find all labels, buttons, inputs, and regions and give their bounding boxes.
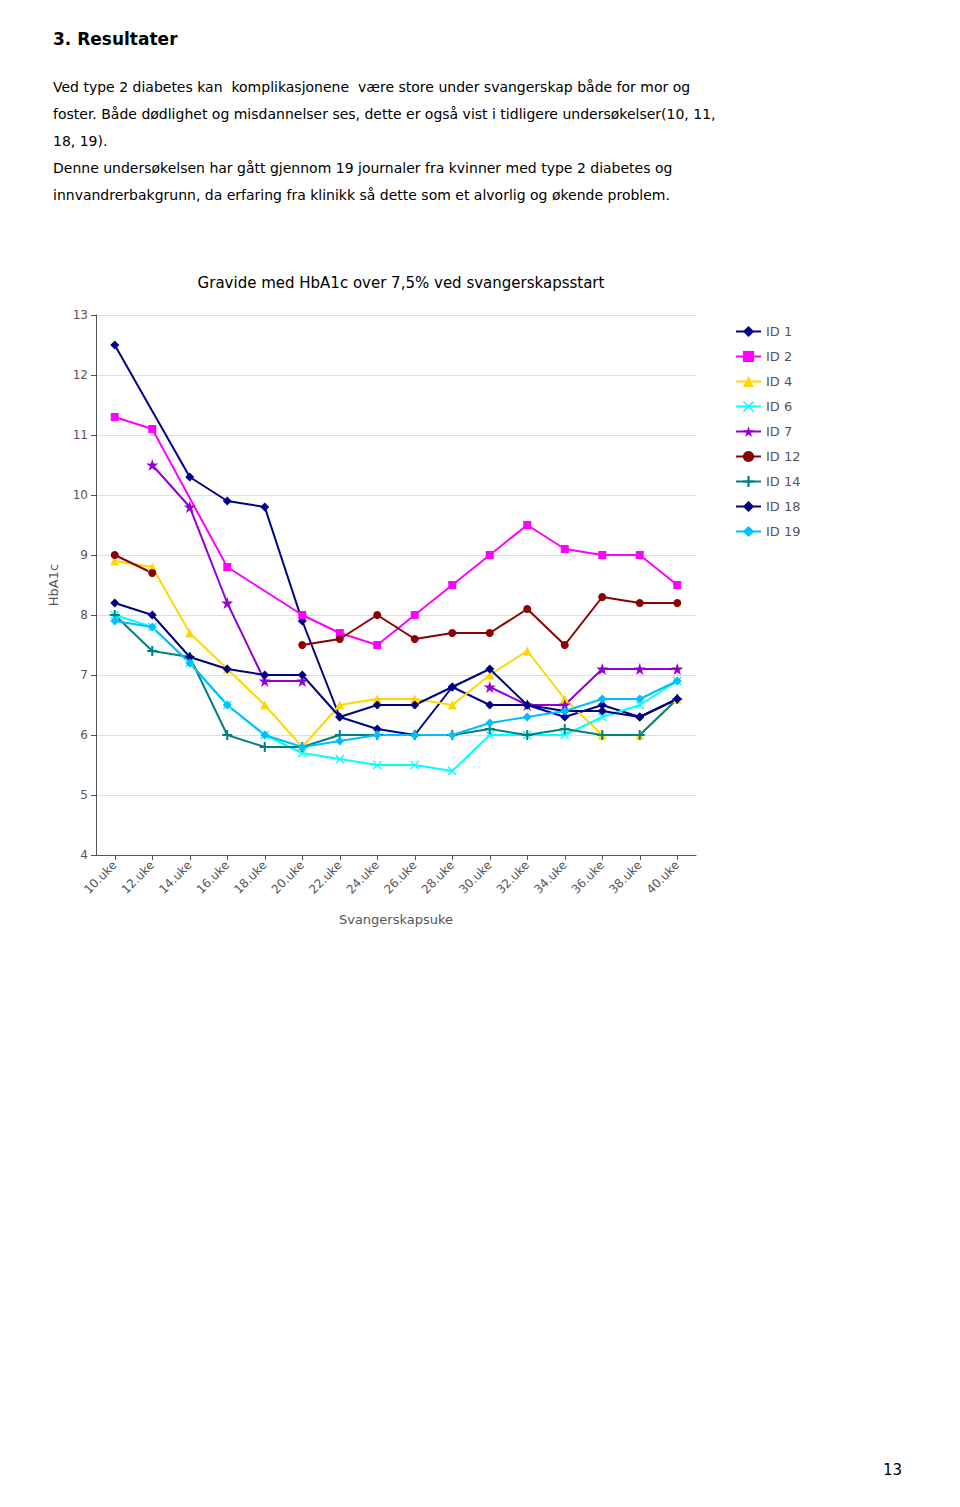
svg-text:ID 19: ID 19	[766, 524, 801, 539]
svg-text:Svangerskapsuke: Svangerskapsuke	[339, 912, 453, 927]
svg-text:8: 8	[80, 608, 88, 622]
svg-text:13: 13	[883, 1461, 902, 1479]
svg-text:ID 12: ID 12	[766, 449, 801, 464]
svg-text:3. Resultater: 3. Resultater	[53, 29, 178, 49]
svg-text:10.uke: 10.uke	[81, 858, 120, 897]
svg-text:40.uke: 40.uke	[644, 858, 683, 897]
svg-text:ID 1: ID 1	[766, 324, 792, 339]
svg-text:5: 5	[80, 788, 88, 802]
svg-text:Ved type 2 diabetes kan kompl: Ved type 2 diabetes kan komplikasjonene …	[53, 79, 690, 95]
svg-text:foster. Både dødlighet og misd: foster. Både dødlighet og misdannelser s…	[53, 106, 716, 122]
svg-text:innvandrerbakgrunn, da erfarin: innvandrerbakgrunn, da erfaring fra klin…	[53, 187, 670, 203]
svg-text:ID 18: ID 18	[766, 499, 801, 514]
svg-text:14.uke: 14.uke	[156, 858, 195, 897]
svg-text:4: 4	[80, 848, 88, 862]
svg-text:HbA1c: HbA1c	[46, 564, 61, 606]
svg-text:16.uke: 16.uke	[194, 858, 233, 897]
svg-text:12: 12	[73, 368, 88, 382]
svg-text:20.uke: 20.uke	[269, 858, 308, 897]
svg-text:18.uke: 18.uke	[231, 858, 270, 897]
svg-text:32.uke: 32.uke	[494, 858, 533, 897]
svg-text:ID 14: ID 14	[766, 474, 801, 489]
svg-text:38.uke: 38.uke	[606, 858, 645, 897]
svg-text:ID 7: ID 7	[766, 424, 792, 439]
svg-text:Gravide med HbA1c over 7,5% ve: Gravide med HbA1c over 7,5% ved svangers…	[198, 274, 605, 292]
svg-text:30.uke: 30.uke	[456, 858, 495, 897]
svg-text:18, 19).: 18, 19).	[53, 133, 107, 149]
svg-text:26.uke: 26.uke	[381, 858, 420, 897]
svg-text:9: 9	[80, 548, 88, 562]
svg-text:ID 4: ID 4	[766, 374, 792, 389]
svg-text:34.uke: 34.uke	[531, 858, 570, 897]
svg-text:11: 11	[73, 428, 88, 442]
svg-text:ID 2: ID 2	[766, 349, 792, 364]
svg-text:ID 6: ID 6	[766, 399, 792, 414]
svg-text:6: 6	[80, 728, 88, 742]
svg-text:24.uke: 24.uke	[344, 858, 383, 897]
svg-text:10: 10	[73, 488, 88, 502]
svg-text:12.uke: 12.uke	[119, 858, 158, 897]
svg-text:22.uke: 22.uke	[306, 858, 345, 897]
svg-text:13: 13	[73, 308, 88, 322]
svg-text:7: 7	[80, 668, 88, 682]
svg-text:28.uke: 28.uke	[419, 858, 458, 897]
svg-text:36.uke: 36.uke	[569, 858, 608, 897]
svg-text:Denne undersøkelsen har gått g: Denne undersøkelsen har gått gjennom 19 …	[53, 160, 672, 176]
